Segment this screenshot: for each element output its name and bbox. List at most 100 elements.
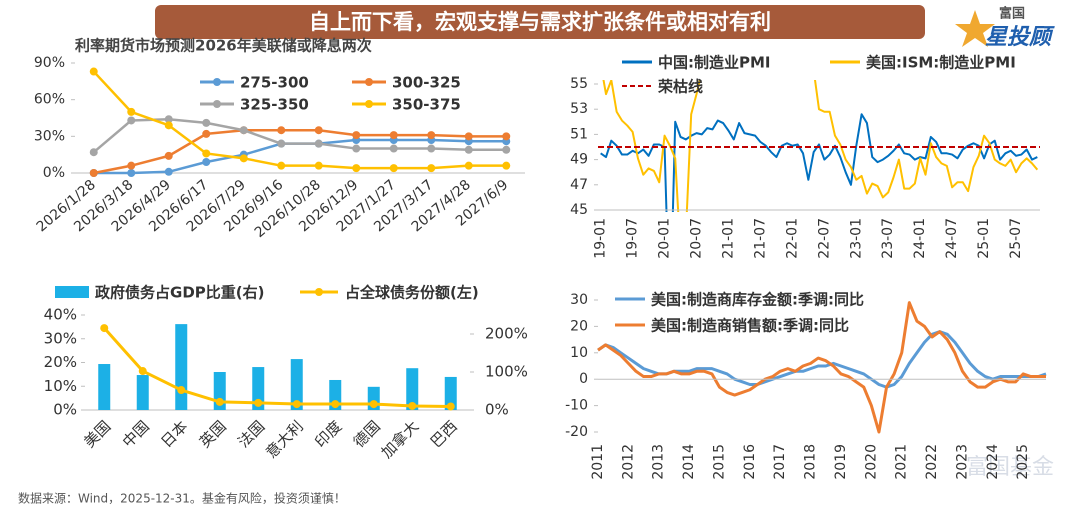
point (389, 164, 398, 173)
point (369, 400, 378, 409)
point (127, 107, 136, 116)
point (427, 144, 436, 153)
point (254, 398, 263, 407)
y-tick-label: 45 (570, 202, 588, 218)
x-tick-label: 2018 (803, 444, 819, 480)
point (202, 129, 211, 138)
point (164, 151, 173, 160)
bar (290, 359, 303, 410)
x-tick-label: 德国 (350, 417, 384, 451)
point (89, 169, 98, 177)
x-tick-label: 2011 (590, 444, 606, 480)
point (164, 121, 173, 130)
header-banner (155, 5, 925, 39)
logo-main: 星投顾 (985, 25, 1055, 50)
plot-area (597, 301, 1047, 434)
point (127, 116, 136, 125)
legend-label: 中国:制造业PMI (658, 54, 771, 72)
x-tick-label: 2013 (651, 444, 667, 480)
x-tick-label: 23-01 (848, 218, 864, 259)
y-tick-label: 0% (43, 165, 65, 181)
bar (136, 375, 149, 410)
y-tick-label: 30 (570, 292, 588, 308)
point (239, 126, 248, 135)
point (352, 131, 361, 140)
point (408, 401, 417, 410)
x-tick-label: 24-01 (912, 218, 928, 259)
legend-swatch (365, 78, 373, 86)
x-tick-label: 意大利 (262, 417, 307, 462)
logo-star (955, 10, 995, 47)
point (177, 386, 186, 395)
point (215, 397, 224, 406)
legend-label: 325-350 (240, 96, 309, 114)
y-tick-label: -10 (565, 398, 588, 414)
y-tick-label: 90% (34, 55, 65, 71)
y-tick-label: 47 (570, 177, 588, 193)
y-tick-label: 55 (570, 76, 588, 92)
series-line (103, 327, 451, 408)
legend-swatch (315, 288, 323, 296)
legend-label: 300-325 (392, 74, 461, 92)
point (89, 67, 98, 76)
point (314, 139, 323, 148)
x-tick-label: 24-07 (944, 218, 960, 259)
x-tick-label: 2017 (772, 444, 788, 480)
legend-label: 占全球债务份额(左) (345, 284, 479, 302)
plot-area (600, 80, 1039, 212)
y-tick-label: 49 (570, 152, 588, 168)
y-tick-label: 10 (570, 345, 588, 361)
point (138, 367, 147, 376)
x-tick-label: 印度 (311, 417, 345, 451)
chart-title: 利率期货市场预测2026年美联储或降息两次 (75, 37, 372, 55)
point (164, 167, 173, 176)
point (464, 132, 473, 141)
point (277, 126, 286, 135)
point (427, 164, 436, 173)
legend-label: 政府债务占GDP比重(右) (95, 284, 264, 302)
x-tick-label: 2019 (833, 444, 849, 480)
y-tick-label: 10% (44, 377, 77, 395)
series-line (93, 128, 507, 175)
series-line (92, 117, 507, 154)
point (292, 400, 301, 409)
x-tick-label: 21-01 (720, 218, 736, 259)
logo-top: 富国 (999, 6, 1025, 22)
bar (252, 367, 265, 410)
x-tick-label: 25-07 (1008, 218, 1024, 259)
x-tick-label: 英国 (196, 417, 230, 451)
y-tick-label: 51 (570, 126, 588, 142)
point (127, 169, 136, 177)
x-tick-label: 2016 (742, 444, 758, 480)
series-line (597, 301, 1046, 434)
point (446, 402, 455, 411)
y-tick-label: 40% (44, 306, 77, 324)
x-tick-label: 22-07 (816, 218, 832, 259)
point (164, 115, 173, 124)
watermark: 富国基金 (966, 455, 1054, 480)
y-tick-label: 53 (570, 101, 588, 117)
y-tick-label: 60% (34, 92, 65, 108)
y2-tick-label: 0% (485, 401, 509, 419)
bar (444, 376, 457, 410)
point (100, 324, 109, 333)
legend-swatch (213, 78, 221, 86)
legend-label: 荣枯线 (657, 78, 703, 96)
point (314, 161, 323, 170)
y2-tick-label: 200% (485, 325, 528, 343)
x-tick-label: 19-01 (593, 218, 609, 259)
legend-swatch (55, 286, 89, 298)
x-tick-label: 2014 (681, 444, 697, 480)
point (352, 144, 361, 153)
series-line (92, 70, 507, 170)
bar (175, 324, 188, 410)
x-tick-label: 巴西 (427, 417, 461, 451)
legend-label: 350-375 (392, 96, 461, 114)
legend-label: 美国:制造商库存金额:季调:同比 (651, 291, 864, 309)
point (331, 400, 340, 409)
x-tick-label: 22-01 (784, 218, 800, 259)
y2-tick-label: 100% (485, 363, 528, 381)
x-tick-label: 2020 (863, 444, 879, 480)
x-tick-label: 法国 (234, 417, 268, 451)
